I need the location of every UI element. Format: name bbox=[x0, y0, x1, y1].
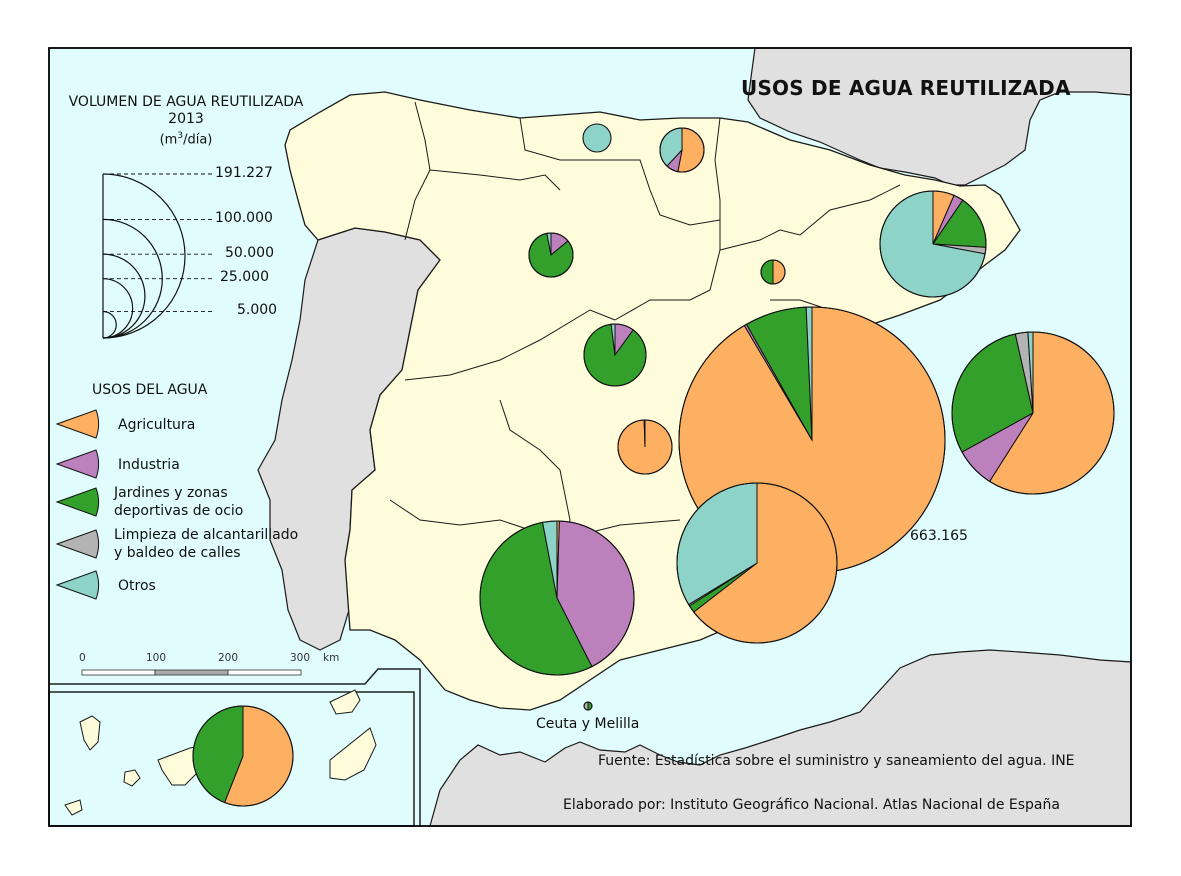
map-frame bbox=[48, 47, 1132, 827]
unit-prefix: (m bbox=[159, 132, 178, 148]
legend-item-otros: Otros bbox=[118, 578, 156, 594]
scale-tick-0: 0 bbox=[79, 652, 86, 664]
pie-andaluc-a bbox=[479, 520, 635, 676]
pie-illes-balears bbox=[951, 331, 1115, 495]
pie-cantabria bbox=[582, 123, 612, 153]
legend-item-industria: Industria bbox=[118, 457, 180, 473]
author-credit: Elaborado por: Instituto Geográfico Naci… bbox=[563, 797, 1060, 813]
region-borders bbox=[389, 101, 901, 561]
scale-tick-100: 100 bbox=[146, 652, 167, 664]
pie-catalu-a bbox=[879, 190, 987, 298]
uses-legend-title: USOS DEL AGUA bbox=[92, 382, 208, 398]
size-legend-title: VOLUMEN DE AGUA REUTILIZADA 2013 (m3/día… bbox=[60, 94, 312, 148]
size-legend-year: 2013 bbox=[168, 111, 204, 127]
size-level-label: 100.000 bbox=[215, 210, 273, 226]
inset-divider bbox=[49, 668, 421, 826]
max-value-label: 663.165 bbox=[910, 528, 968, 544]
legend-item-limpieza-line1: Limpieza de alcantarillado bbox=[114, 527, 299, 543]
pie-castilla-la-mancha bbox=[617, 419, 673, 475]
scale-tick-300: 300 bbox=[290, 652, 311, 664]
size-level-label: 5.000 bbox=[237, 302, 278, 318]
size-level-label: 50.000 bbox=[225, 245, 274, 261]
ceuta-melilla-label: Ceuta y Melilla bbox=[536, 716, 640, 732]
pie-comunidad-de-madrid bbox=[583, 323, 647, 387]
unit-sup: 3 bbox=[177, 131, 184, 141]
map-title: USOS DE AGUA REUTILIZADA bbox=[741, 76, 1071, 100]
unit-suffix: /día) bbox=[183, 132, 213, 148]
africa-land bbox=[429, 649, 1132, 827]
size-legend-graphic bbox=[102, 173, 212, 339]
size-level-label: 191.227 bbox=[215, 165, 273, 181]
scale-tick-200: 200 bbox=[218, 652, 239, 664]
size-level-label: 25.000 bbox=[220, 269, 269, 285]
pie-arag-n bbox=[760, 259, 786, 285]
size-legend-unit: (m3/día) bbox=[60, 128, 312, 148]
source-credit: Fuente: Estadística sobre el suministro … bbox=[598, 753, 1075, 769]
legend-item-jardines-line1: Jardines y zonas bbox=[114, 485, 228, 501]
pie-charts bbox=[192, 123, 1115, 807]
pie-ceuta-y-melilla bbox=[583, 701, 593, 711]
uses-legend-symbols bbox=[55, 409, 100, 600]
scale-bar bbox=[81, 669, 302, 676]
size-legend-title-line1: VOLUMEN DE AGUA REUTILIZADA bbox=[68, 94, 304, 110]
pie-regi-n-de-murcia bbox=[676, 482, 838, 644]
pie-castilla-y-le-n bbox=[528, 232, 574, 278]
legend-item-agricultura: Agricultura bbox=[118, 417, 196, 433]
pie-pa-s-vasco bbox=[659, 127, 705, 173]
pie-canarias bbox=[192, 705, 294, 807]
scale-unit: km bbox=[323, 652, 340, 664]
legend-item-limpieza-line2: y baldeo de calles bbox=[114, 545, 241, 561]
legend-item-jardines-line2: deportivas de ocio bbox=[114, 503, 244, 519]
